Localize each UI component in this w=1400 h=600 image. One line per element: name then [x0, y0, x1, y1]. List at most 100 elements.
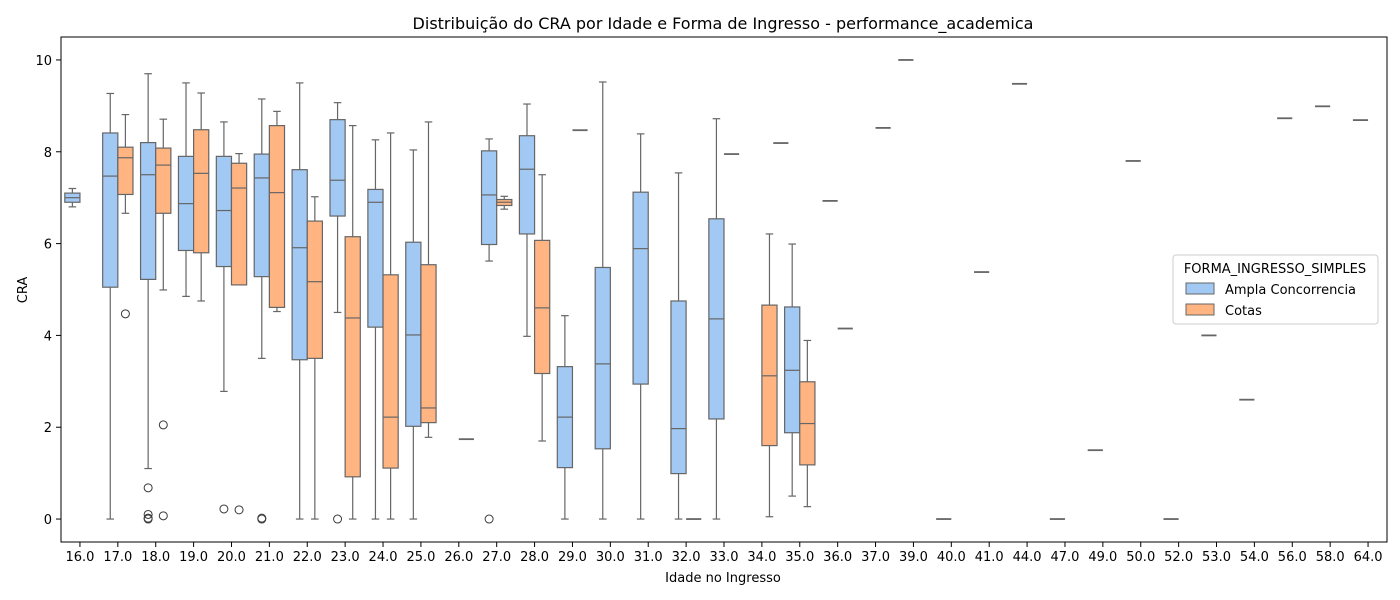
x-tick-label: 35.0 — [785, 550, 814, 565]
box-body — [193, 129, 210, 254]
outlier-point — [143, 483, 153, 493]
box-body — [594, 266, 611, 450]
box-cotas-25.0 — [420, 121, 437, 438]
box-ampla-21.0 — [253, 98, 270, 524]
x-tick-label: 26.0 — [444, 550, 473, 565]
box-ampla-27.0 — [480, 138, 498, 524]
outlier-point — [484, 514, 494, 524]
x-tick-label: 24.0 — [369, 550, 398, 565]
y-tick-label: 8 — [44, 146, 52, 161]
x-tick-label: 44.0 — [1013, 550, 1042, 565]
x-tick-label: 20.0 — [217, 550, 246, 565]
x-tick-label: 58.0 — [1316, 550, 1345, 565]
box-series — [64, 59, 1369, 524]
x-tick-label: 30.0 — [596, 550, 625, 565]
outlier-point — [219, 504, 229, 514]
outlier-point — [143, 509, 153, 519]
box-ampla-30.0 — [594, 81, 611, 520]
y-axis-title: CRA — [16, 277, 31, 304]
box-ampla-24.0 — [367, 139, 384, 520]
box-ampla-25.0 — [405, 149, 422, 520]
legend: FORMA_INGRESSO_SIMPLES Ampla Concorrenci… — [1172, 254, 1379, 325]
x-tick-label: 19.0 — [179, 550, 208, 565]
y-tick-label: 10 — [35, 54, 52, 69]
legend-frame — [1172, 254, 1379, 325]
box-body — [230, 162, 248, 286]
x-axis: 16.0 17.0 18.0 19.0 20.0 21.0 22.0 23.0 24.0 25.0… — [65, 542, 1383, 565]
outlier-point — [120, 309, 130, 319]
box-body — [670, 300, 687, 475]
box-body — [215, 155, 233, 268]
box-body — [533, 239, 551, 375]
box-cotas-18.0 — [155, 118, 172, 521]
outlier-point — [158, 511, 168, 521]
box-cotas-34.0 — [761, 233, 778, 518]
x-tick-label: 54.0 — [1240, 550, 1269, 565]
x-tick-label: 37.0 — [861, 550, 890, 565]
x-tick-label: 29.0 — [558, 550, 587, 565]
x-tick-label: 16.0 — [65, 550, 94, 565]
legend-swatch-cotas — [1185, 303, 1215, 316]
box-body — [117, 146, 134, 196]
outlier-point — [257, 514, 267, 524]
box-body — [480, 150, 498, 246]
box-body — [382, 274, 399, 469]
box-body — [155, 147, 172, 214]
x-tick-label: 28.0 — [520, 550, 549, 565]
box-body — [405, 241, 422, 427]
box-ampla-35.0 — [784, 243, 801, 497]
box-body — [518, 135, 536, 235]
box-cotas-22.0 — [306, 196, 324, 520]
x-tick-label: 21.0 — [255, 550, 284, 565]
box-cotas-20.0 — [230, 153, 248, 515]
box-body — [367, 188, 384, 328]
box-body — [344, 236, 361, 478]
legend-label-cotas: Cotas — [1225, 304, 1262, 319]
legend-swatch-ampla — [1185, 282, 1215, 295]
x-tick-label: 39.0 — [899, 550, 928, 565]
box-ampla-31.0 — [632, 133, 649, 520]
box-ampla-20.0 — [215, 121, 233, 514]
box-body — [102, 132, 119, 288]
box-ampla-23.0 — [329, 102, 346, 524]
x-tick-label: 22.0 — [293, 550, 322, 565]
x-axis-title: Idade no Ingresso — [665, 571, 781, 586]
box-cotas-27.0 — [496, 195, 513, 210]
box-ampla-18.0 — [139, 73, 157, 524]
legend-title: FORMA_INGRESSO_SIMPLES — [1184, 262, 1366, 277]
legend-label-ampla: Ampla Concorrencia — [1225, 283, 1356, 298]
x-tick-label: 18.0 — [141, 550, 170, 565]
box-ampla-22.0 — [291, 82, 308, 520]
x-tick-label: 25.0 — [406, 550, 435, 565]
x-tick-label: 53.0 — [1202, 550, 1231, 565]
x-tick-label: 23.0 — [331, 550, 360, 565]
box-body — [139, 141, 157, 281]
outlier-point — [234, 505, 244, 515]
box-cotas-23.0 — [344, 125, 361, 520]
box-cotas-21.0 — [268, 110, 286, 313]
x-tick-label: 47.0 — [1050, 550, 1079, 565]
box-cotas-24.0 — [382, 132, 399, 520]
box-ampla-16.0 — [64, 187, 81, 208]
y-axis: 0 2 4 6 8 10 — [35, 54, 61, 528]
box-body — [253, 153, 270, 278]
box-ampla-32.0 — [670, 172, 687, 520]
x-tick-label: 40.0 — [937, 550, 966, 565]
outlier-point — [143, 514, 153, 524]
box-ampla-28.0 — [518, 103, 536, 337]
box-body — [268, 125, 286, 309]
y-tick-label: 4 — [44, 329, 52, 344]
box-body — [420, 264, 437, 424]
box-body — [291, 169, 308, 361]
box-ampla-19.0 — [177, 82, 195, 297]
x-tick-label: 32.0 — [672, 550, 701, 565]
box-body — [329, 119, 346, 217]
x-tick-label: 50.0 — [1126, 550, 1155, 565]
box-body — [632, 191, 649, 385]
x-tick-label: 17.0 — [103, 550, 132, 565]
x-tick-label: 33.0 — [710, 550, 739, 565]
x-tick-label: 36.0 — [823, 550, 852, 565]
box-body — [306, 220, 324, 359]
x-tick-label: 56.0 — [1278, 550, 1307, 565]
box-ampla-17.0 — [102, 92, 119, 520]
